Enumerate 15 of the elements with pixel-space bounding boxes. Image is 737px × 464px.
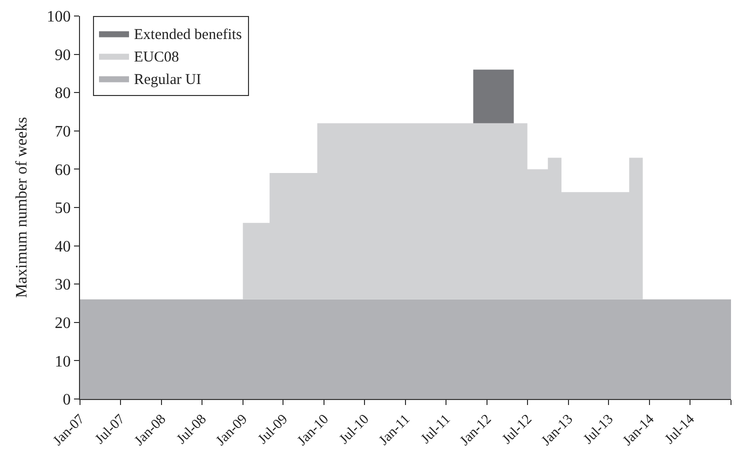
y-tick-label: 0 <box>62 392 71 409</box>
y-tick-label: 30 <box>54 276 71 294</box>
legend-label: Regular UI <box>134 72 202 88</box>
y-tick-label: 20 <box>54 315 71 332</box>
y-tick-label: 40 <box>54 238 71 256</box>
y-axis-title: Maximum number of weeks <box>14 117 31 298</box>
y-tick-label: 70 <box>54 124 71 140</box>
y-tick-label: 80 <box>54 85 71 102</box>
y-tick-label: 10 <box>54 353 71 370</box>
y-tick-label: 90 <box>54 46 71 64</box>
y-tick-label: 50 <box>54 200 71 218</box>
legend-label: Extended benefits <box>134 27 242 44</box>
y-tick-label: 100 <box>46 8 71 26</box>
legend-label: EUC08 <box>134 50 180 66</box>
y-tick-label: 60 <box>54 162 71 179</box>
